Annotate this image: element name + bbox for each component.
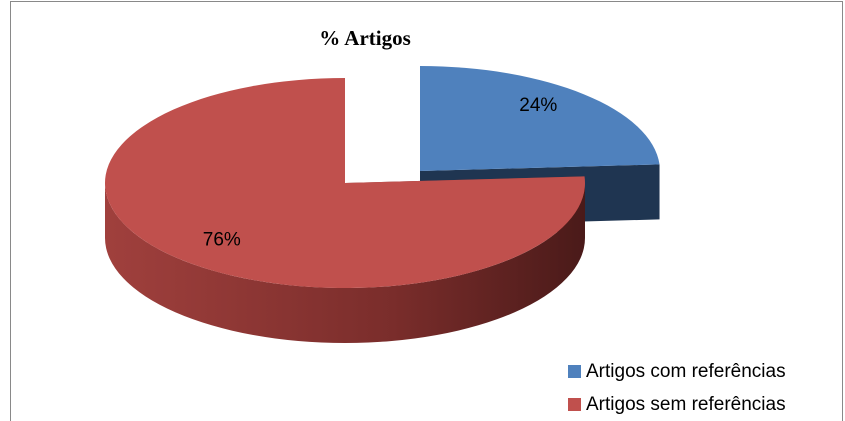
data-label: 24% [519, 95, 557, 116]
chart-title: % Artigos [319, 26, 411, 50]
slice-side [105, 183, 585, 343]
data-label: 76% [203, 229, 241, 250]
legend-swatch [568, 365, 581, 378]
slice [420, 66, 660, 171]
slice [105, 78, 586, 288]
legend-label: Artigos sem referências [586, 394, 786, 415]
legend-swatch [568, 398, 581, 411]
legend-label: Artigos com referências [586, 361, 786, 382]
